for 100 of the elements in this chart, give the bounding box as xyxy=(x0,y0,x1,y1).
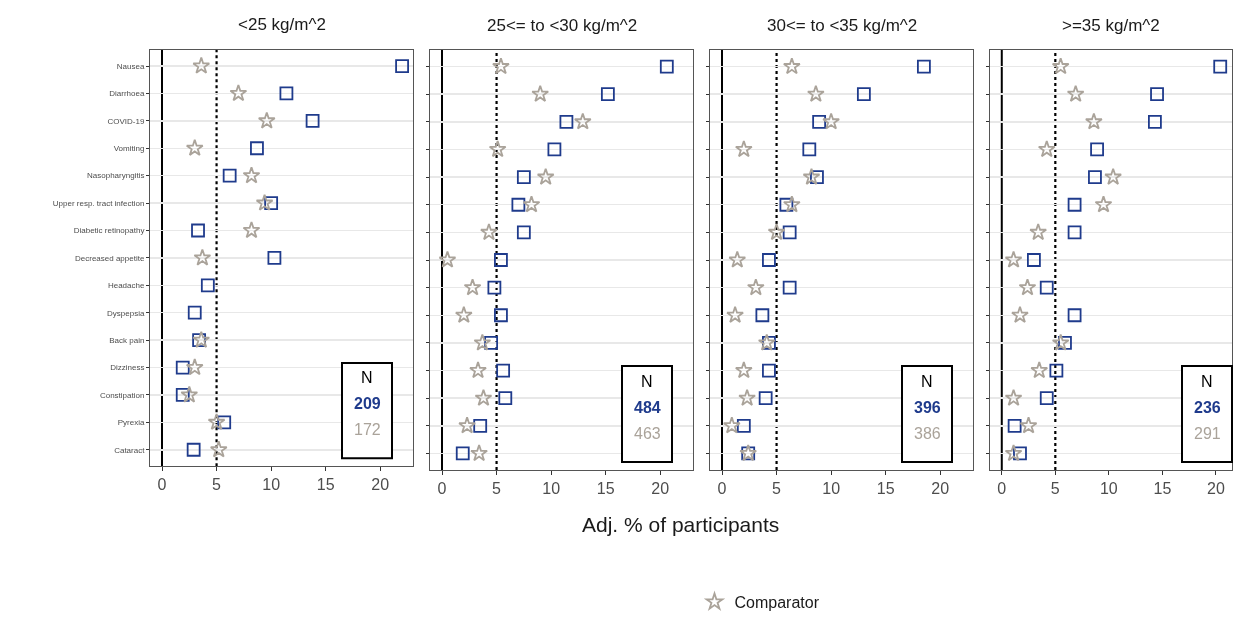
chart-title: >=35 kg/m^2 xyxy=(1062,16,1160,35)
point xyxy=(1018,278,1037,296)
point xyxy=(187,305,202,320)
point xyxy=(1019,416,1038,434)
y-tick-label: Back pain xyxy=(109,335,145,345)
point xyxy=(192,330,211,348)
point xyxy=(1039,391,1054,406)
point xyxy=(1039,280,1054,295)
point xyxy=(242,221,261,239)
point xyxy=(279,86,294,101)
y-tick-label: Dyspepsia xyxy=(107,308,145,318)
annotation: 172 xyxy=(354,421,381,438)
x-tick-label: 20 xyxy=(651,480,670,498)
point xyxy=(217,415,232,430)
point xyxy=(600,87,615,102)
point xyxy=(242,166,261,184)
point xyxy=(806,84,825,102)
point xyxy=(734,140,753,158)
point xyxy=(810,170,824,185)
point xyxy=(250,141,264,156)
point xyxy=(722,416,741,434)
point xyxy=(185,358,204,376)
annotation: 484 xyxy=(634,399,661,416)
point xyxy=(222,168,237,183)
point xyxy=(494,253,508,267)
annotation: N xyxy=(641,373,653,390)
y-tick-label: Diarrhoea xyxy=(109,89,145,99)
point xyxy=(494,308,508,323)
y-tick-label: Constipation xyxy=(99,390,145,400)
point xyxy=(1004,250,1023,268)
point xyxy=(1066,84,1085,102)
point xyxy=(305,113,320,128)
annotation: N xyxy=(1201,373,1213,390)
point xyxy=(1049,363,1064,378)
x-tick-label: 0 xyxy=(437,480,447,498)
point xyxy=(531,84,550,102)
point xyxy=(473,418,488,433)
point xyxy=(209,440,228,458)
point xyxy=(916,59,931,74)
point xyxy=(186,442,201,457)
y-tick-label: Nausea xyxy=(116,61,145,71)
point xyxy=(474,388,493,406)
point xyxy=(267,251,282,265)
point xyxy=(1004,444,1023,462)
point xyxy=(782,225,797,240)
annotation: 386 xyxy=(914,425,941,442)
point xyxy=(856,87,871,102)
y-tick-label: Pyrexia xyxy=(117,418,145,428)
point xyxy=(782,280,797,295)
point xyxy=(1027,253,1041,267)
point xyxy=(1030,361,1049,379)
point xyxy=(255,193,274,211)
point xyxy=(458,416,476,434)
annotation: 396 xyxy=(914,399,941,416)
point xyxy=(1058,335,1072,350)
point xyxy=(1094,195,1113,213)
x-axis-title: Adj. % of participants xyxy=(582,513,780,536)
x-tick-label: 15 xyxy=(596,480,615,498)
point xyxy=(191,223,205,238)
point xyxy=(1148,114,1162,129)
point xyxy=(1037,140,1056,158)
point xyxy=(762,253,776,267)
x-tick-label: 0 xyxy=(717,480,727,498)
point xyxy=(511,197,526,212)
x-tick-label: 5 xyxy=(492,480,502,498)
point xyxy=(200,278,215,293)
annotation: 463 xyxy=(634,425,661,442)
annotation: 291 xyxy=(1194,425,1221,442)
point xyxy=(185,138,204,156)
point xyxy=(1051,57,1070,75)
point xyxy=(782,57,801,75)
point xyxy=(180,385,199,403)
point xyxy=(473,333,492,351)
point xyxy=(193,248,212,266)
point xyxy=(455,446,470,461)
point xyxy=(1150,87,1164,102)
x-tick-label: 20 xyxy=(931,480,950,498)
x-tick-label: 5 xyxy=(212,476,222,494)
point xyxy=(822,112,841,130)
x-tick-label: 10 xyxy=(542,480,561,498)
point xyxy=(496,363,511,378)
x-tick-label: 5 xyxy=(772,480,782,498)
point xyxy=(480,223,498,241)
point xyxy=(492,57,510,75)
point xyxy=(1011,305,1029,323)
point xyxy=(746,278,765,296)
y-tick-label: Vomiting xyxy=(113,144,145,154)
y-tick-label: Cataract xyxy=(114,445,146,455)
x-tick-label: 0 xyxy=(157,476,167,494)
point xyxy=(573,112,592,130)
point xyxy=(758,391,773,406)
point xyxy=(1051,333,1070,351)
x-tick-label: 10 xyxy=(262,476,281,494)
point xyxy=(1029,223,1048,241)
point xyxy=(175,360,190,375)
x-tick-label: 0 xyxy=(997,480,1007,498)
point xyxy=(1104,167,1123,185)
point xyxy=(469,361,487,379)
annotation: 209 xyxy=(354,395,381,412)
point xyxy=(257,111,276,129)
